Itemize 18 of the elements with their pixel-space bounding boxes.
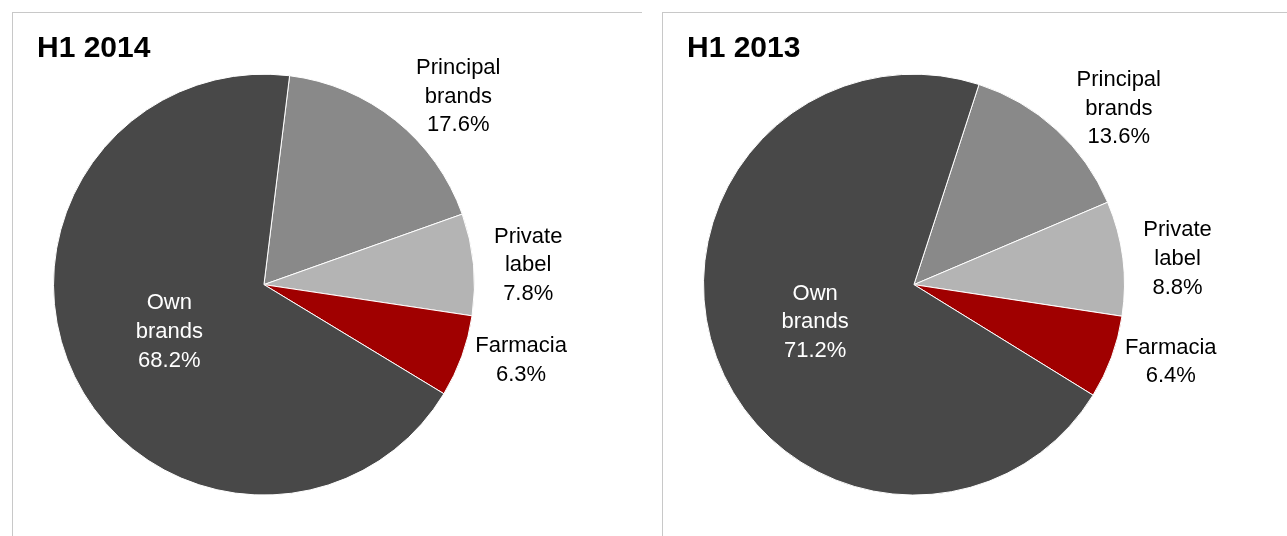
chart-title: H1 2014	[37, 30, 151, 63]
data-label: 8.8%	[1152, 273, 1203, 299]
chart-title: H1 2013	[687, 30, 801, 63]
slice-label: Farmacia	[475, 332, 568, 358]
data-label: 6.3%	[496, 361, 547, 387]
slice-label: Principal brands	[416, 54, 501, 108]
slice-label: Principal brands	[1076, 65, 1161, 120]
data-label: 17.6%	[427, 111, 490, 137]
slice-label: Private label	[1143, 216, 1212, 271]
slice-label: Own brands	[135, 289, 203, 344]
data-label: 13.6%	[1087, 123, 1151, 149]
data-label: 71.2%	[783, 336, 847, 362]
data-label: 7.8%	[503, 280, 554, 306]
slice-label: Private label	[493, 222, 563, 277]
data-label: 6.4%	[1145, 362, 1196, 388]
slice-label: Farmacia	[1124, 333, 1218, 359]
slice-label: Own brands	[781, 279, 849, 334]
data-label: 68.2%	[138, 346, 201, 372]
